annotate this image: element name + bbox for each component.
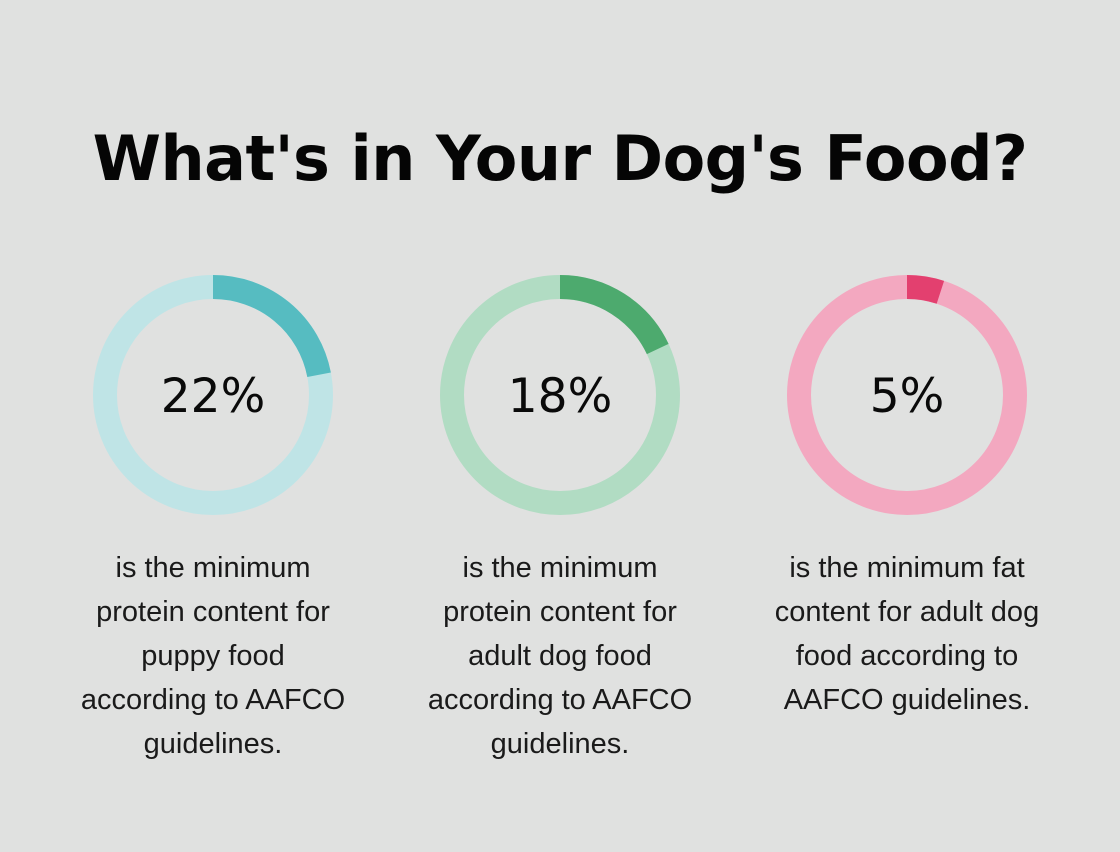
donut-chart: 22% [93, 275, 333, 515]
caption-line: protein content for [443, 596, 677, 628]
stat-panel-adult-protein: 18% is the minimum protein content for adu… [400, 270, 720, 790]
caption-line: food according to [795, 640, 1019, 672]
stat-caption: is the minimum protein content for adult d… [400, 546, 720, 766]
caption-line: according to AAFCO [427, 684, 693, 716]
caption-line: AAFCO guidelines. [783, 684, 1031, 716]
caption-line: is the minimum [115, 552, 311, 584]
stat-caption: is the minimum protein content for puppy f… [53, 546, 373, 766]
stat-panel-puppy-protein: 22% is the minimum protein content for pup… [53, 270, 373, 790]
donut-chart: 5% [787, 275, 1027, 515]
percent-label: 5% [870, 369, 945, 424]
caption-line: is the minimum fat [789, 552, 1025, 584]
donut-value-arc [212, 275, 331, 378]
caption-line: adult dog food [468, 640, 652, 672]
donut-value-arc [906, 275, 945, 304]
caption-line: content for adult dog [774, 596, 1040, 628]
percent-label: 22% [161, 369, 265, 424]
caption-line: puppy food [141, 640, 285, 672]
donut-chart: 18% [440, 275, 680, 515]
donut-value-arc [559, 275, 669, 355]
caption-line: guidelines. [143, 728, 283, 760]
caption-line: guidelines. [490, 728, 630, 760]
page-title: What's in Your Dog's Food? [92, 122, 1028, 195]
percent-label: 18% [508, 369, 612, 424]
caption-line: according to AAFCO [80, 684, 346, 716]
stat-caption: is the minimum fat content for adult dog f… [747, 546, 1067, 722]
caption-line: protein content for [96, 596, 330, 628]
caption-line: is the minimum [462, 552, 658, 584]
stat-panel-adult-fat: 5% is the minimum fat content for adult d… [747, 270, 1067, 790]
